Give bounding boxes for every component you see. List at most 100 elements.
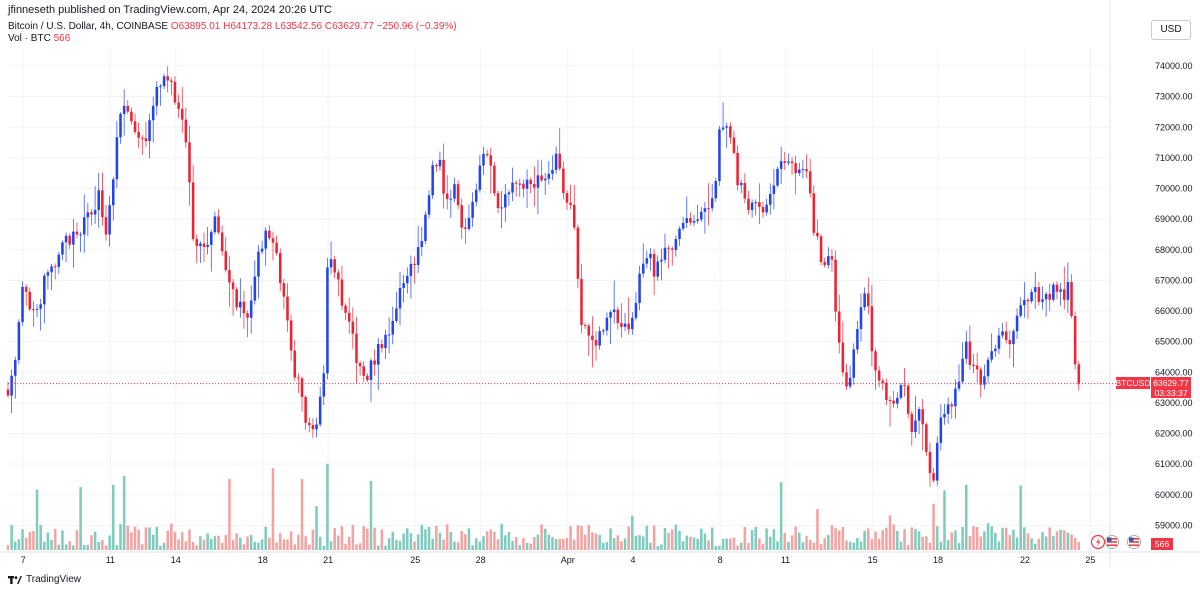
candle-body — [376, 344, 380, 365]
candle-body — [1015, 315, 1019, 332]
candle-body — [656, 261, 660, 277]
candle-body — [910, 413, 914, 433]
volume-bar — [398, 540, 402, 550]
candle-body — [315, 424, 318, 430]
candle-body — [126, 105, 130, 112]
volume-bar — [239, 537, 242, 550]
candle-body — [623, 323, 627, 327]
volume-bar — [551, 537, 554, 550]
volume-bar — [870, 538, 874, 550]
candle-body — [159, 86, 162, 88]
currency-button[interactable]: USD — [1151, 20, 1191, 40]
bolt-event-icon[interactable] — [1090, 534, 1106, 550]
candle-body — [631, 317, 634, 330]
candle-body — [892, 400, 895, 404]
candle-body — [837, 311, 841, 343]
candle-body — [859, 307, 863, 330]
us-flag-event-icon[interactable] — [1105, 535, 1119, 549]
candle-body — [137, 131, 140, 138]
candle-body — [794, 163, 797, 174]
volume-bar — [387, 538, 391, 550]
candle-body — [111, 179, 115, 206]
volume-bar — [180, 532, 184, 550]
candle-body — [453, 184, 456, 199]
price-tick-label: 62000.00 — [1155, 429, 1193, 439]
candle-body — [765, 204, 768, 213]
volume-bar — [68, 541, 71, 550]
volume-bar — [859, 541, 863, 550]
event-icons[interactable] — [1090, 534, 1141, 550]
candle-body — [620, 323, 623, 327]
volume-bar — [474, 538, 478, 550]
volume-bar — [311, 529, 315, 550]
volume-bar — [304, 536, 307, 550]
candle-body — [823, 262, 826, 266]
candle-body — [188, 142, 191, 183]
candle-body — [28, 291, 32, 310]
candle-body — [228, 270, 231, 283]
candle-body — [645, 258, 649, 264]
volume-bar — [972, 526, 975, 550]
volume-bar — [964, 484, 968, 550]
candle-body — [148, 120, 151, 142]
candle-body — [246, 313, 249, 318]
us-flag-event-icon[interactable] — [1127, 535, 1141, 549]
candle-body — [634, 302, 638, 318]
volume-bar — [620, 541, 623, 550]
volume-bar — [997, 541, 1001, 550]
candle-body — [939, 417, 943, 443]
candle-body — [732, 137, 736, 153]
candle-body — [935, 442, 939, 481]
volume-bar — [743, 526, 747, 550]
candle-body — [220, 232, 224, 252]
volume-bar — [1004, 527, 1008, 550]
volume-bar — [576, 525, 580, 550]
volume-bar — [925, 536, 928, 550]
candle-body — [195, 239, 199, 247]
price-axis[interactable]: 74000.00 73000.00 72000.00 71000.00 70000.00… — [1155, 61, 1193, 530]
candle-body — [391, 320, 395, 335]
volume-bar — [649, 542, 652, 550]
candle-body — [983, 376, 986, 385]
volume-bar — [1033, 543, 1037, 550]
candle-body — [242, 301, 246, 314]
candle-body — [496, 193, 500, 209]
candle-body — [202, 243, 206, 248]
volume-bar — [543, 528, 547, 550]
candle-body — [725, 126, 728, 128]
price-tick-label: 64000.00 — [1155, 367, 1193, 377]
volume-bar — [402, 533, 405, 550]
candle-body — [714, 181, 718, 199]
volume-bar — [801, 542, 805, 550]
time-axis[interactable]: 7 11 14 18 21 25 28 Apr 4 8 11 15 18 22 25 — [21, 555, 1096, 565]
volume-tag-bg — [1151, 538, 1173, 550]
volume-bar — [126, 525, 130, 550]
volume-bar — [391, 531, 395, 550]
candle-body — [801, 169, 805, 171]
volume-bar — [732, 537, 736, 550]
volume-bar — [1044, 536, 1048, 550]
volume-bar — [765, 528, 768, 550]
candle-body — [670, 248, 674, 250]
candle-body — [68, 235, 71, 245]
volume-bar — [46, 532, 50, 550]
candle-body — [318, 396, 322, 425]
candle-body — [928, 451, 932, 474]
volume-bar — [975, 526, 979, 550]
volume-bar — [841, 527, 845, 550]
volume-bar — [837, 530, 841, 550]
volume-bar — [17, 539, 21, 550]
candle-body — [264, 230, 267, 249]
candle-body — [663, 247, 667, 260]
volume-bar — [692, 537, 696, 550]
volume-bar — [213, 536, 217, 550]
candle-body — [816, 232, 819, 237]
volume-bar — [111, 484, 115, 550]
candle-body — [754, 202, 758, 204]
candle-body — [471, 201, 474, 218]
volume-bar — [1055, 531, 1059, 550]
price-tick-label: 68000.00 — [1155, 245, 1193, 255]
symbol-tag: BTCUSD — [1116, 378, 1151, 388]
candle-body — [1001, 331, 1004, 336]
